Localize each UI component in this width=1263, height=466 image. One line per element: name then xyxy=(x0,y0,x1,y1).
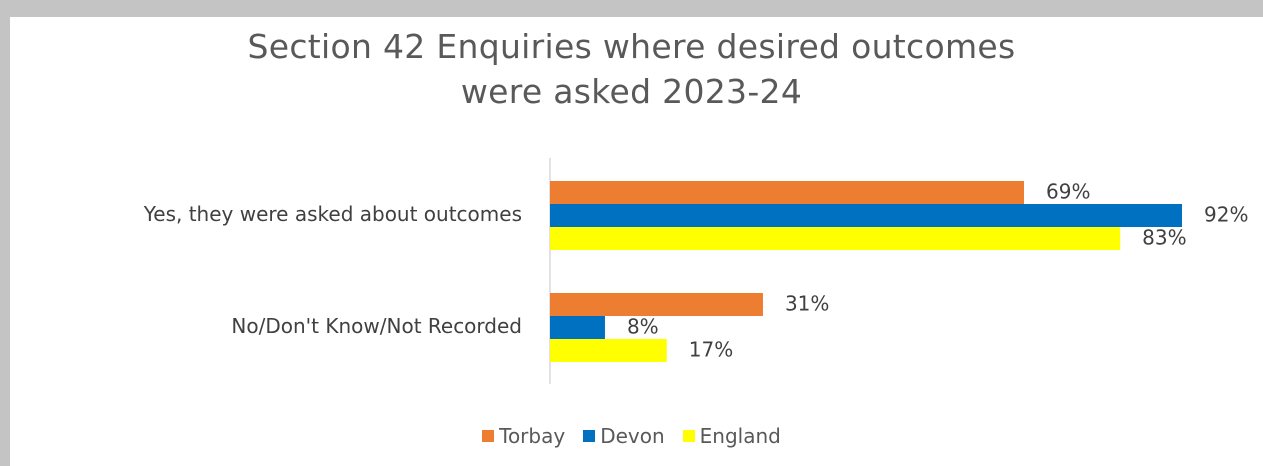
bar-england-2 xyxy=(550,339,667,362)
bar-devon-2 xyxy=(550,316,605,339)
category-label-1: Yes, they were asked about outcomes xyxy=(143,202,522,226)
legend-label-england: England xyxy=(699,424,781,448)
data-label-devon-2: 8% xyxy=(627,315,659,339)
bar-england-1 xyxy=(550,227,1121,250)
chart-title-line-1: Section 42 Enquiries where desired outco… xyxy=(247,27,1016,66)
legend-item-england: England xyxy=(682,424,781,448)
legend-label-devon: Devon xyxy=(600,424,665,448)
data-label-england-2: 17% xyxy=(689,338,733,362)
bar-devon-1 xyxy=(550,204,1182,227)
data-label-england-1: 83% xyxy=(1142,226,1186,250)
legend-item-devon: Devon xyxy=(583,424,665,448)
legend-swatch-england xyxy=(682,430,695,442)
bar-torbay-2 xyxy=(550,293,763,316)
chart-title: Section 42 Enquiries where desired outco… xyxy=(0,24,1263,114)
legend-swatch-devon xyxy=(583,430,596,442)
legend-label-torbay: Torbay xyxy=(499,424,566,448)
data-label-devon-1: 92% xyxy=(1204,203,1248,227)
chart-legend: Torbay Devon England xyxy=(0,424,1263,448)
category-label-2: No/Don't Know/Not Recorded xyxy=(231,314,522,338)
chart-title-line-2: were asked 2023-24 xyxy=(460,72,803,111)
data-label-torbay-2: 31% xyxy=(785,292,829,316)
bar-torbay-1 xyxy=(550,181,1024,204)
legend-item-torbay: Torbay xyxy=(482,424,565,448)
data-label-torbay-1: 69% xyxy=(1046,180,1090,204)
legend-swatch-torbay xyxy=(482,430,495,442)
